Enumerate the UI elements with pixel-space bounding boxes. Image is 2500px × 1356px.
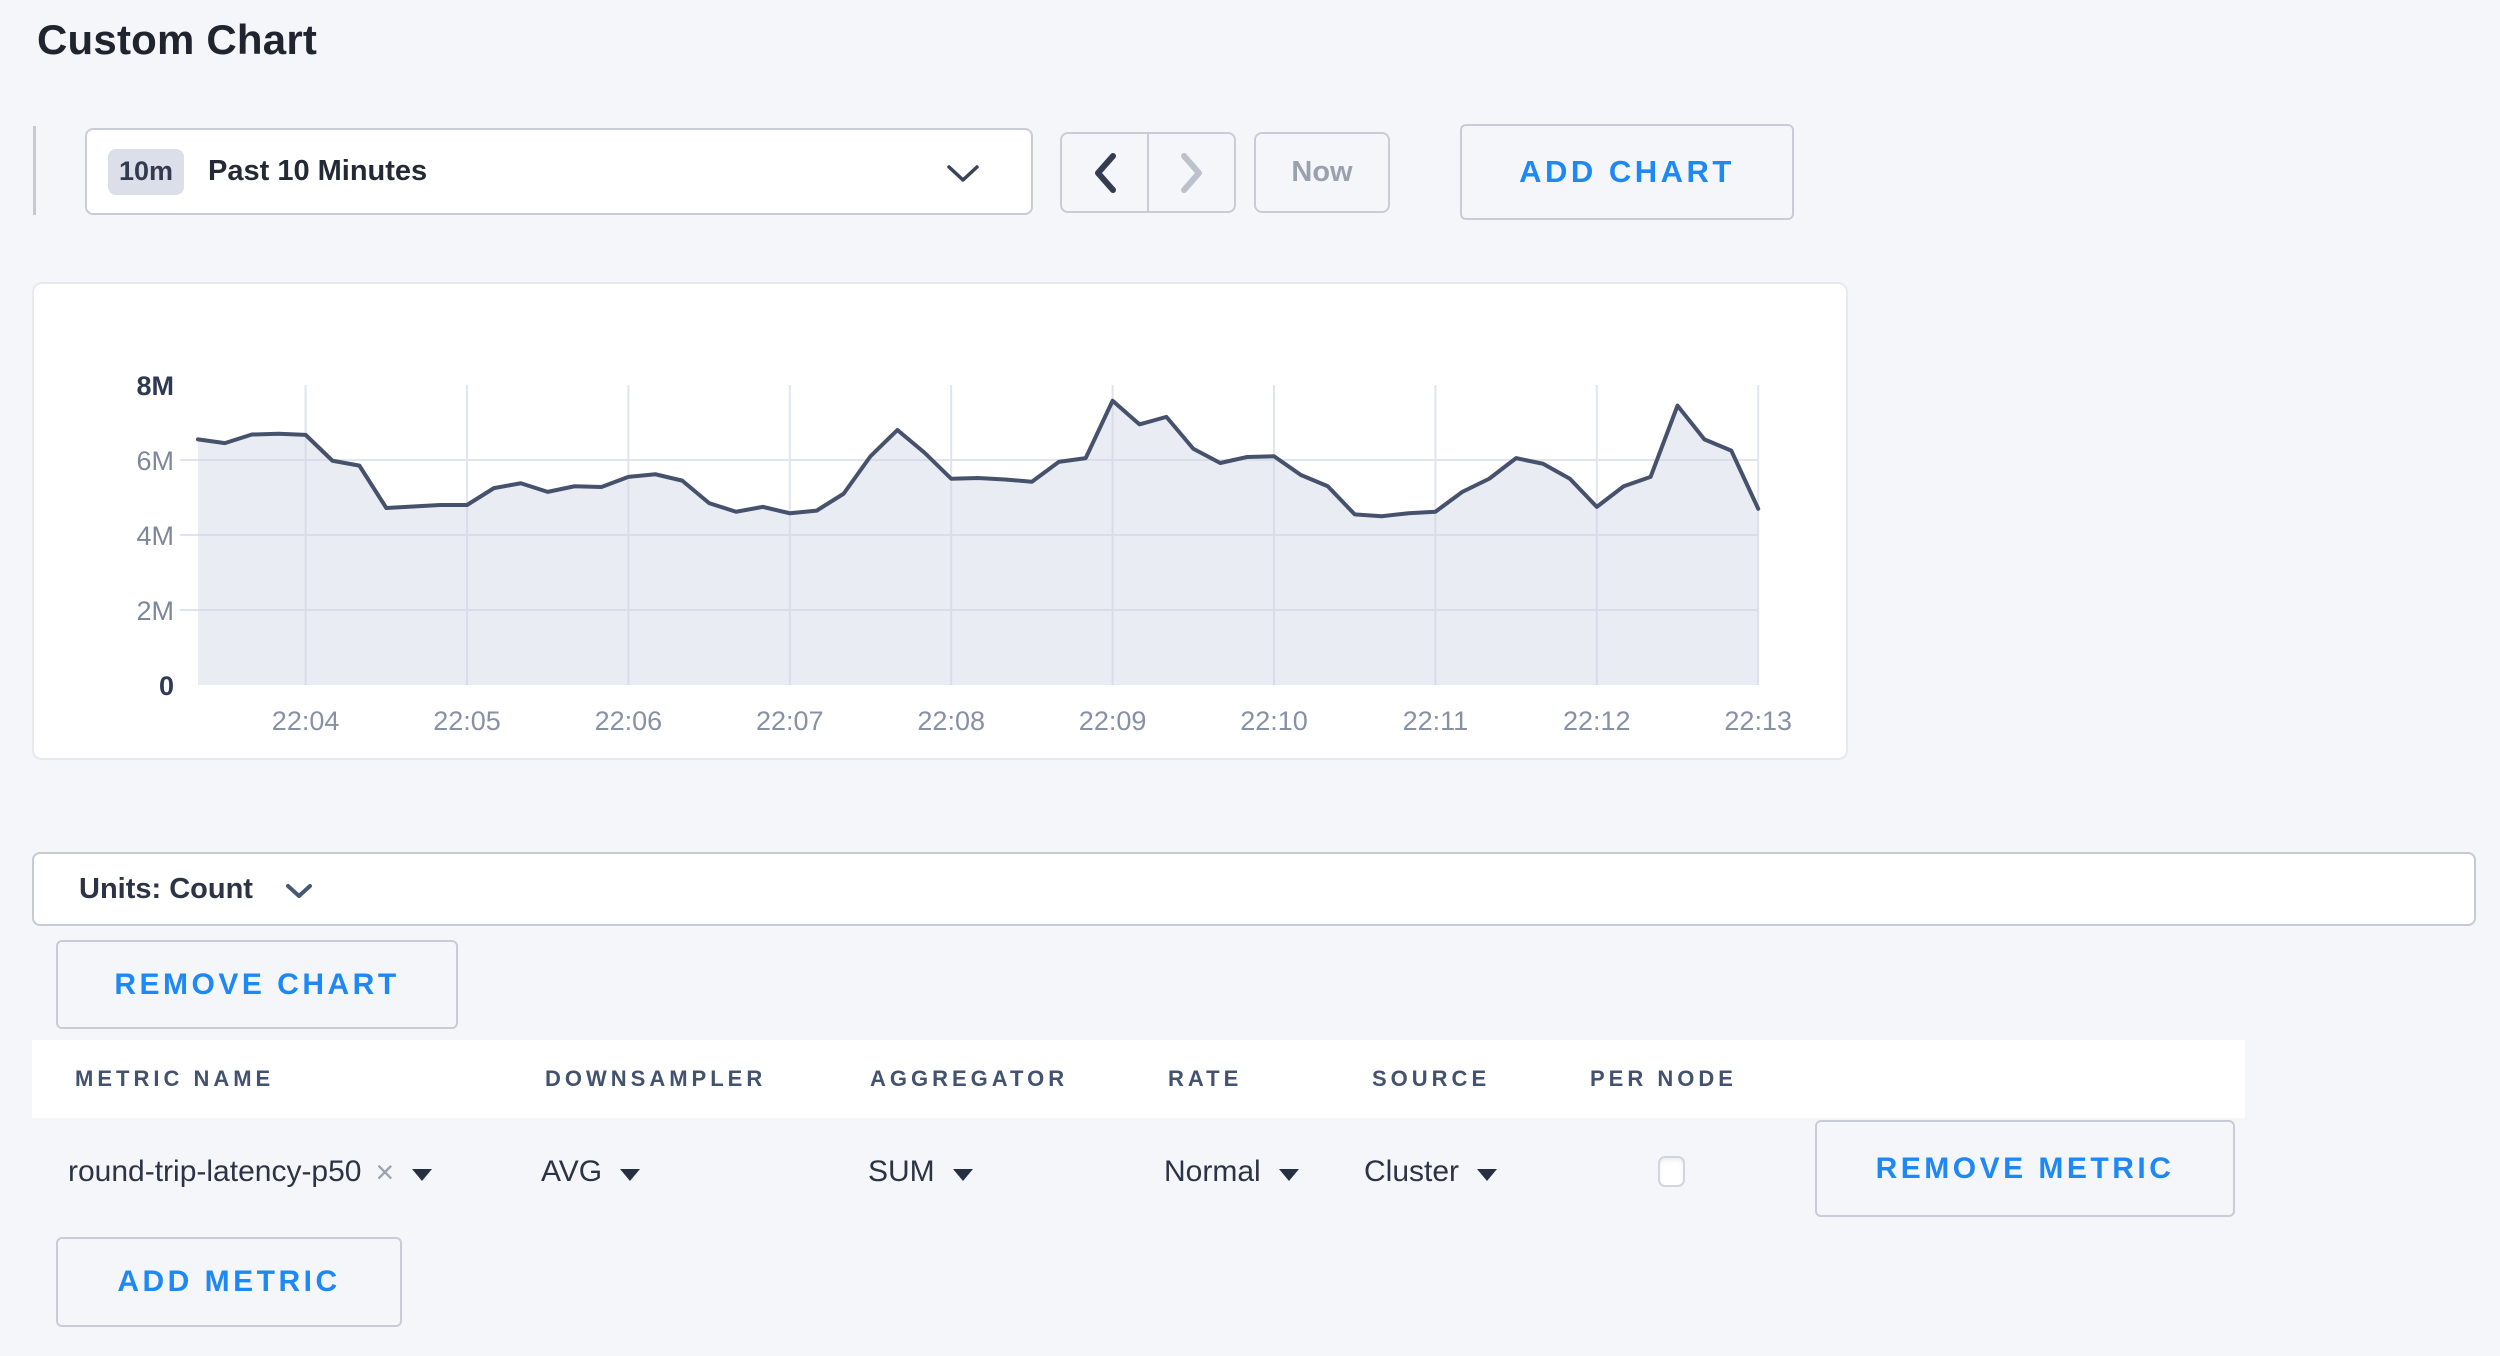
time-next-button[interactable] [1149, 134, 1234, 211]
caret-down-icon [952, 1169, 973, 1181]
now-button[interactable]: Now [1254, 132, 1390, 213]
time-pager [1060, 132, 1236, 213]
column-header-per-node: PER NODE [1590, 1066, 1737, 1091]
column-header-aggregator: AGGREGATOR [870, 1066, 1069, 1091]
time-range-label: Past 10 Minutes [208, 155, 428, 187]
series-line [196, 398, 1761, 519]
chevron-left-icon [1094, 152, 1116, 193]
column-header-rate: RATE [1168, 1066, 1243, 1091]
caret-down-icon [412, 1169, 433, 1181]
remove-metric-button[interactable]: REMOVE METRIC [1815, 1120, 2235, 1217]
y-axis-label: 6M [136, 446, 174, 476]
x-axis-label: 22:07 [756, 706, 824, 736]
x-axis-label: 22:10 [1240, 706, 1308, 736]
x-axis-label: 22:06 [595, 706, 663, 736]
time-prev-button[interactable] [1062, 134, 1149, 211]
chevron-down-icon [947, 165, 979, 182]
source-value: Cluster [1364, 1155, 1460, 1188]
series-area-fill [198, 400, 1759, 685]
x-axis-label: 22:04 [272, 706, 340, 736]
page-title: Custom Chart [37, 16, 318, 63]
caret-down-icon [1477, 1169, 1498, 1181]
add-metric-button[interactable]: ADD METRIC [56, 1237, 402, 1327]
rate-value: Normal [1164, 1155, 1261, 1188]
chevron-right-icon [1180, 152, 1202, 193]
y-axis-label: 2M [136, 596, 174, 626]
column-header-metric-name: METRIC NAME [75, 1066, 275, 1091]
y-axis-label: 4M [136, 521, 174, 551]
chevron-down-icon [285, 883, 312, 898]
aggregator-dropdown[interactable]: SUM [868, 1146, 973, 1198]
caret-down-icon [1278, 1169, 1299, 1181]
x-axis-label: 22:11 [1403, 706, 1469, 736]
clear-metric-icon[interactable]: × [375, 1154, 395, 1190]
chart-card: 22:04 22:05 22:06 22:07 22:08 22:09 22:10 22:11… [32, 282, 1848, 760]
units-label: Units: Count [79, 872, 253, 905]
metric-name-dropdown[interactable]: round-trip-latency-p50 × [68, 1146, 433, 1198]
caret-down-icon [620, 1169, 641, 1181]
downsampler-value: AVG [541, 1155, 603, 1188]
metric-name-value: round-trip-latency-p50 [68, 1155, 362, 1188]
x-axis-label: 22:08 [917, 706, 985, 736]
time-range-select[interactable]: 10m Past 10 Minutes [85, 128, 1033, 215]
y-axis-label: 8M [136, 371, 174, 401]
metrics-table-header: METRIC NAME DOWNSAMPLER AGGREGATOR RATE … [32, 1040, 2245, 1118]
time-range-badge: 10m [108, 148, 184, 195]
column-header-source: SOURCE [1372, 1066, 1491, 1091]
column-header-downsampler: DOWNSAMPLER [545, 1066, 767, 1091]
units-dropdown[interactable]: Units: Count [32, 852, 2476, 926]
aggregator-value: SUM [868, 1155, 935, 1188]
x-axis-label: 22:12 [1563, 706, 1631, 736]
per-node-checkbox[interactable] [1658, 1156, 1685, 1187]
x-axis-label: 22:13 [1724, 706, 1792, 736]
metric-area-chart: 22:04 22:05 22:06 22:07 22:08 22:09 22:10 22:11… [136, 371, 1792, 736]
source-dropdown[interactable]: Cluster [1364, 1146, 1498, 1198]
downsampler-dropdown[interactable]: AVG [541, 1146, 641, 1198]
add-chart-button[interactable]: ADD CHART [1460, 124, 1794, 220]
y-axis-label: 0 [159, 671, 174, 701]
x-axis-label: 22:09 [1079, 706, 1147, 736]
remove-chart-button[interactable]: REMOVE CHART [56, 940, 458, 1029]
toolbar-divider [33, 126, 36, 215]
x-axis-label: 22:05 [433, 706, 501, 736]
rate-dropdown[interactable]: Normal [1164, 1146, 1299, 1198]
